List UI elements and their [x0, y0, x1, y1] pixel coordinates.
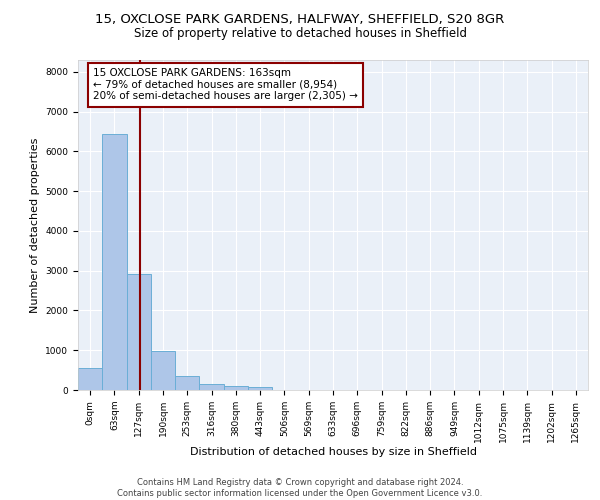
Bar: [151, 352, 175, 390]
Bar: [248, 387, 272, 390]
Bar: [199, 384, 224, 390]
Y-axis label: Number of detached properties: Number of detached properties: [30, 138, 40, 312]
X-axis label: Distribution of detached houses by size in Sheffield: Distribution of detached houses by size …: [190, 448, 476, 458]
Bar: [175, 376, 199, 390]
Text: 15 OXCLOSE PARK GARDENS: 163sqm
← 79% of detached houses are smaller (8,954)
20%: 15 OXCLOSE PARK GARDENS: 163sqm ← 79% of…: [94, 68, 358, 102]
Bar: [102, 134, 127, 390]
Text: Size of property relative to detached houses in Sheffield: Size of property relative to detached ho…: [133, 28, 467, 40]
Bar: [127, 274, 151, 390]
Bar: [224, 386, 248, 390]
Text: Contains HM Land Registry data © Crown copyright and database right 2024.
Contai: Contains HM Land Registry data © Crown c…: [118, 478, 482, 498]
Bar: [78, 368, 102, 390]
Text: 15, OXCLOSE PARK GARDENS, HALFWAY, SHEFFIELD, S20 8GR: 15, OXCLOSE PARK GARDENS, HALFWAY, SHEFF…: [95, 12, 505, 26]
